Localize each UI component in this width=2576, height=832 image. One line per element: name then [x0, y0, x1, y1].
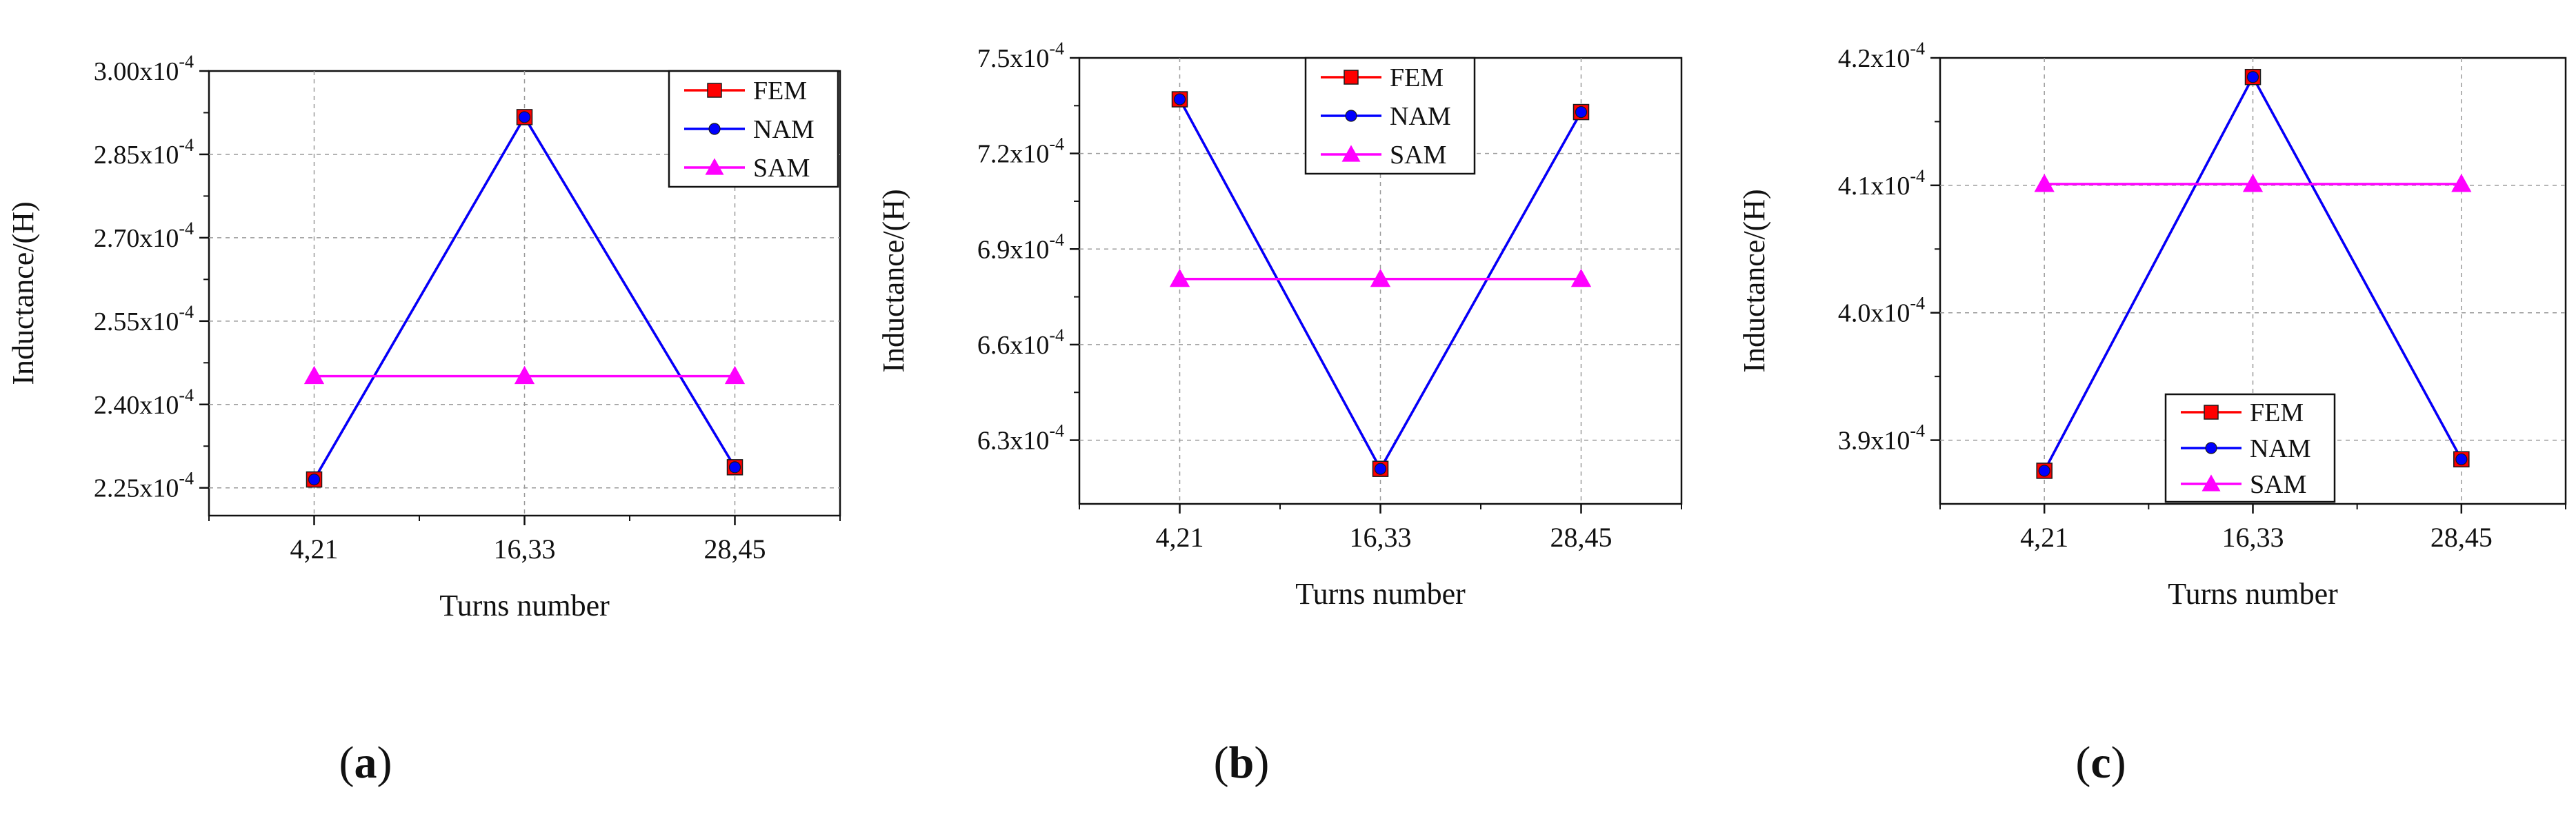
y-axis-label: Inductance/(H)	[1737, 189, 1771, 372]
x-axis-label: Turns number	[439, 589, 610, 622]
y-tick-label: 4.1x10-4	[1838, 166, 1925, 201]
legend-marker-nam	[708, 123, 721, 135]
legend: FEM NAM SAM	[1304, 57, 1476, 175]
x-tick-label: 16,33	[494, 534, 556, 565]
data-point-nam	[1173, 93, 1186, 105]
data-point-nam	[1575, 105, 1588, 119]
data-point-nam	[2455, 453, 2468, 465]
panel-label: (c)	[2075, 738, 2126, 788]
x-tick-label: 28,45	[1550, 522, 1613, 553]
legend-label-fem: FEM	[2250, 398, 2304, 427]
legend: FEM NAM SAM	[2164, 393, 2336, 503]
data-point-sam	[1169, 268, 1190, 287]
data-point-nam	[728, 461, 741, 474]
x-tick-label: 28,45	[2430, 522, 2493, 553]
y-tick-label: 4.2x10-4	[1838, 39, 1925, 73]
y-tick-label: 7.2x10-4	[977, 134, 1064, 169]
y-axis-label: Inductance/(H)	[6, 201, 40, 385]
legend-label-sam: SAM	[1390, 141, 1446, 170]
data-point-nam	[518, 111, 531, 123]
y-tick-label: 6.3x10-4	[977, 421, 1064, 456]
legend-marker-nam	[1345, 110, 1357, 122]
y-tick-label: 2.55x10-4	[94, 302, 194, 336]
panel-label: (b)	[1214, 738, 1270, 788]
legend-marker-nam	[2205, 442, 2217, 454]
y-tick-label: 3.00x10-4	[94, 52, 194, 86]
data-point-sam	[2451, 174, 2472, 192]
legend-label-sam: SAM	[753, 154, 810, 183]
y-tick-label: 6.6x10-4	[977, 325, 1064, 360]
legend-label-fem: FEM	[753, 77, 807, 105]
x-axis-label: Turns number	[2168, 577, 2338, 611]
chart-2: 6.3x10-4 6.6x10-4 6.9x10-4 7.2x10-4 7.5x10-4…	[877, 39, 1683, 788]
legend-label-nam: NAM	[1390, 102, 1451, 131]
data-point-nam	[2246, 71, 2259, 83]
legend: FEM NAM SAM	[668, 70, 839, 188]
x-axis-label: Turns number	[1295, 577, 1466, 611]
data-point-nam	[1374, 463, 1387, 475]
y-tick-label: 2.25x10-4	[94, 469, 194, 503]
x-tick-label: 4,21	[2020, 522, 2068, 553]
chart-1: 2.25x10-4 2.40x10-4 2.55x10-4 2.70x10-4 2.85…	[6, 52, 841, 788]
y-tick-label: 4.0x10-4	[1838, 294, 1925, 328]
y-tick-label: 2.85x10-4	[94, 135, 194, 170]
y-tick-label: 6.9x10-4	[977, 230, 1064, 264]
data-point-sam	[1370, 268, 1391, 287]
y-tick-label: 2.40x10-4	[94, 385, 194, 420]
data-point-nam	[2038, 465, 2050, 477]
chart-3: 3.9x10-4 4.0x10-4 4.1x10-4 4.2x10-4 4,21 16,3…	[1737, 39, 2567, 788]
data-point-sam	[514, 365, 535, 385]
x-tick-label: 4,21	[290, 534, 339, 565]
legend-marker-sam	[705, 158, 724, 175]
legend-marker-sam	[1341, 145, 1361, 162]
x-tick-label: 28,45	[704, 534, 766, 565]
legend-label-nam: NAM	[753, 115, 815, 144]
data-point-nam	[308, 473, 321, 486]
legend-label-sam: SAM	[2250, 470, 2306, 499]
y-tick-label: 7.5x10-4	[977, 39, 1064, 73]
data-point-sam	[303, 365, 325, 385]
legend-marker-fem	[2204, 405, 2219, 420]
data-point-sam	[2034, 174, 2055, 192]
legend-marker-sam	[2201, 474, 2221, 491]
data-point-sam	[1570, 268, 1592, 287]
legend-marker-fem	[1344, 70, 1359, 85]
y-tick-label: 2.70x10-4	[94, 219, 194, 253]
panel-label: (a)	[339, 738, 392, 788]
x-tick-label: 4,21	[1156, 522, 1204, 553]
y-axis-label: Inductance/(H)	[877, 189, 910, 372]
data-point-sam	[724, 365, 746, 385]
legend-marker-fem	[707, 83, 722, 98]
x-tick-label: 16,33	[2222, 522, 2284, 553]
legend-label-nam: NAM	[2250, 434, 2311, 463]
x-tick-label: 16,33	[1350, 522, 1412, 553]
y-tick-label: 3.9x10-4	[1838, 421, 1925, 456]
data-point-sam	[2242, 174, 2264, 192]
legend-label-fem: FEM	[1390, 63, 1444, 92]
